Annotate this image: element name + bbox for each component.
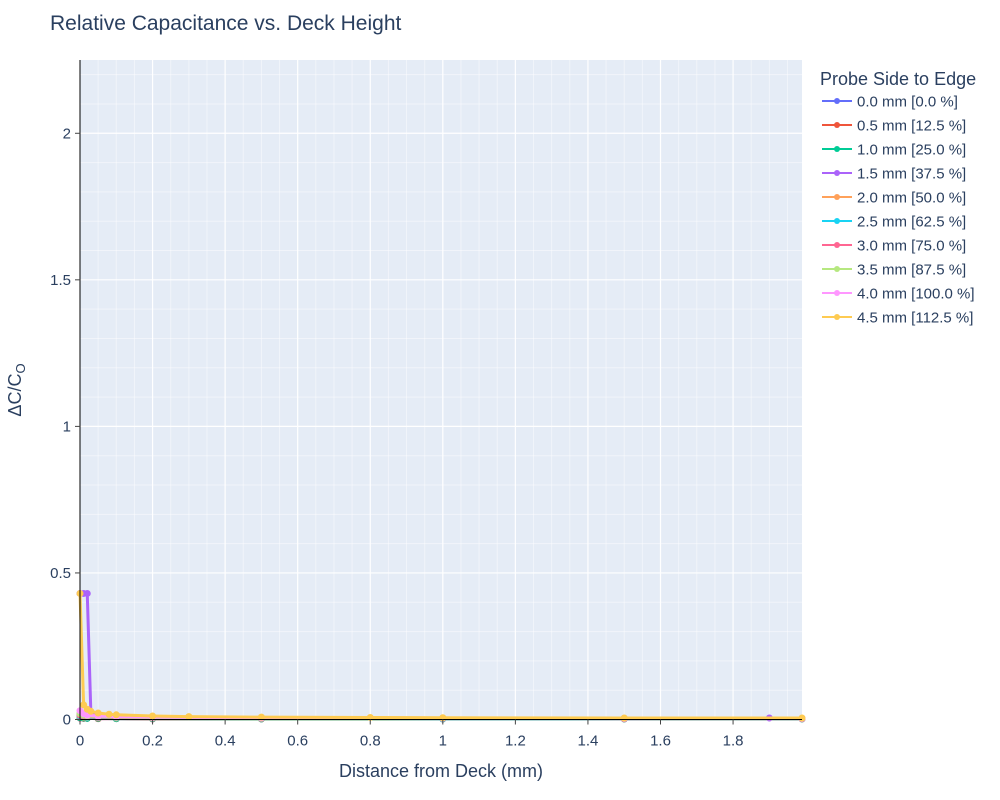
data-point: [149, 712, 157, 720]
plot-background: [80, 60, 802, 719]
data-point: [94, 709, 102, 717]
x-tick-label: 1: [439, 733, 447, 750]
legend-item: 3.5 mm [87.5 %]: [822, 262, 966, 279]
legend-marker: [834, 242, 840, 248]
x-axis-title: Distance from Deck (mm): [339, 761, 543, 781]
legend-label: 2.5 mm [62.5 %]: [857, 214, 966, 231]
legend-label: 4.0 mm [100.0 %]: [857, 286, 975, 303]
legend: 0.0 mm [0.0 %] 0.5 mm [12.5 %] 1.0 mm [25.…: [822, 94, 975, 327]
legend-marker: [834, 218, 840, 224]
legend-item: 2.5 mm [62.5 %]: [822, 214, 966, 231]
y-tick-label: 1.5: [50, 272, 71, 289]
y-axis-title-main: ΔC/C: [5, 374, 25, 417]
legend-label: 3.0 mm [75.0 %]: [857, 238, 966, 255]
legend-marker: [834, 266, 840, 272]
legend-item: 2.0 mm [50.0 %]: [822, 190, 966, 207]
legend-label: 2.0 mm [50.0 %]: [857, 190, 966, 207]
x-tick-label: 1.6: [650, 733, 671, 750]
major-grid: [80, 60, 802, 720]
data-point: [112, 711, 120, 719]
x-tick-label: 1.2: [505, 733, 526, 750]
x-tick-label: 1.8: [723, 733, 744, 750]
x-tick-label: 0.2: [142, 733, 163, 750]
y-tick-label: 0: [63, 712, 71, 729]
legend-label: 1.5 mm [37.5 %]: [857, 166, 966, 183]
legend-marker: [834, 170, 840, 176]
x-tick-label: 0.4: [215, 733, 236, 750]
data-point: [105, 710, 113, 718]
y-axis-title: ΔC/CO: [5, 363, 28, 416]
legend-marker: [834, 194, 840, 200]
legend-marker: [834, 146, 840, 152]
chart-title: Relative Capacitance vs. Deck Height: [50, 12, 401, 35]
legend-marker: [834, 122, 840, 128]
legend-title: Probe Side to Edge: [820, 69, 976, 89]
legend-item: 4.5 mm [112.5 %]: [822, 310, 973, 327]
legend-label: 0.0 mm [0.0 %]: [857, 94, 958, 111]
legend-label: 1.0 mm [25.0 %]: [857, 142, 966, 159]
y-tick-label: 2: [63, 125, 71, 142]
x-tick-label: 0: [76, 733, 84, 750]
x-tick-label: 1.4: [578, 733, 599, 750]
series-layer: [76, 589, 806, 723]
legend-marker: [834, 98, 840, 104]
y-tick-label: 1: [63, 418, 71, 435]
legend-item: 3.0 mm [75.0 %]: [822, 238, 966, 255]
data-point: [257, 713, 265, 721]
data-point: [83, 589, 91, 597]
legend-item: 0.0 mm [0.0 %]: [822, 94, 958, 111]
legend-marker: [834, 314, 840, 320]
legend-label: 4.5 mm [112.5 %]: [857, 310, 973, 327]
x-ticks: 0 0.2 0.4 0.6 0.8 1 1.2 1.4 1.6 1.8: [76, 719, 744, 750]
y-axis-title-subscript: O: [13, 363, 28, 373]
legend-marker: [834, 290, 840, 296]
legend-item: 1.0 mm [25.0 %]: [822, 142, 966, 159]
minor-grid: [80, 60, 802, 720]
x-tick-label: 0.6: [287, 733, 308, 750]
data-point: [87, 707, 95, 715]
x-tick-label: 0.8: [360, 733, 381, 750]
data-point: [620, 714, 628, 722]
y-tick-label: 0.5: [50, 565, 71, 582]
legend-label: 0.5 mm [12.5 %]: [857, 118, 966, 135]
legend-item: 0.5 mm [12.5 %]: [822, 118, 966, 135]
legend-item: 4.0 mm [100.0 %]: [822, 286, 975, 303]
data-point: [798, 714, 806, 722]
y-ticks: 0 0.5 1 1.5 2: [50, 125, 80, 729]
legend-item: 1.5 mm [37.5 %]: [822, 166, 966, 183]
data-point: [185, 713, 193, 721]
legend-label: 3.5 mm [87.5 %]: [857, 262, 966, 279]
